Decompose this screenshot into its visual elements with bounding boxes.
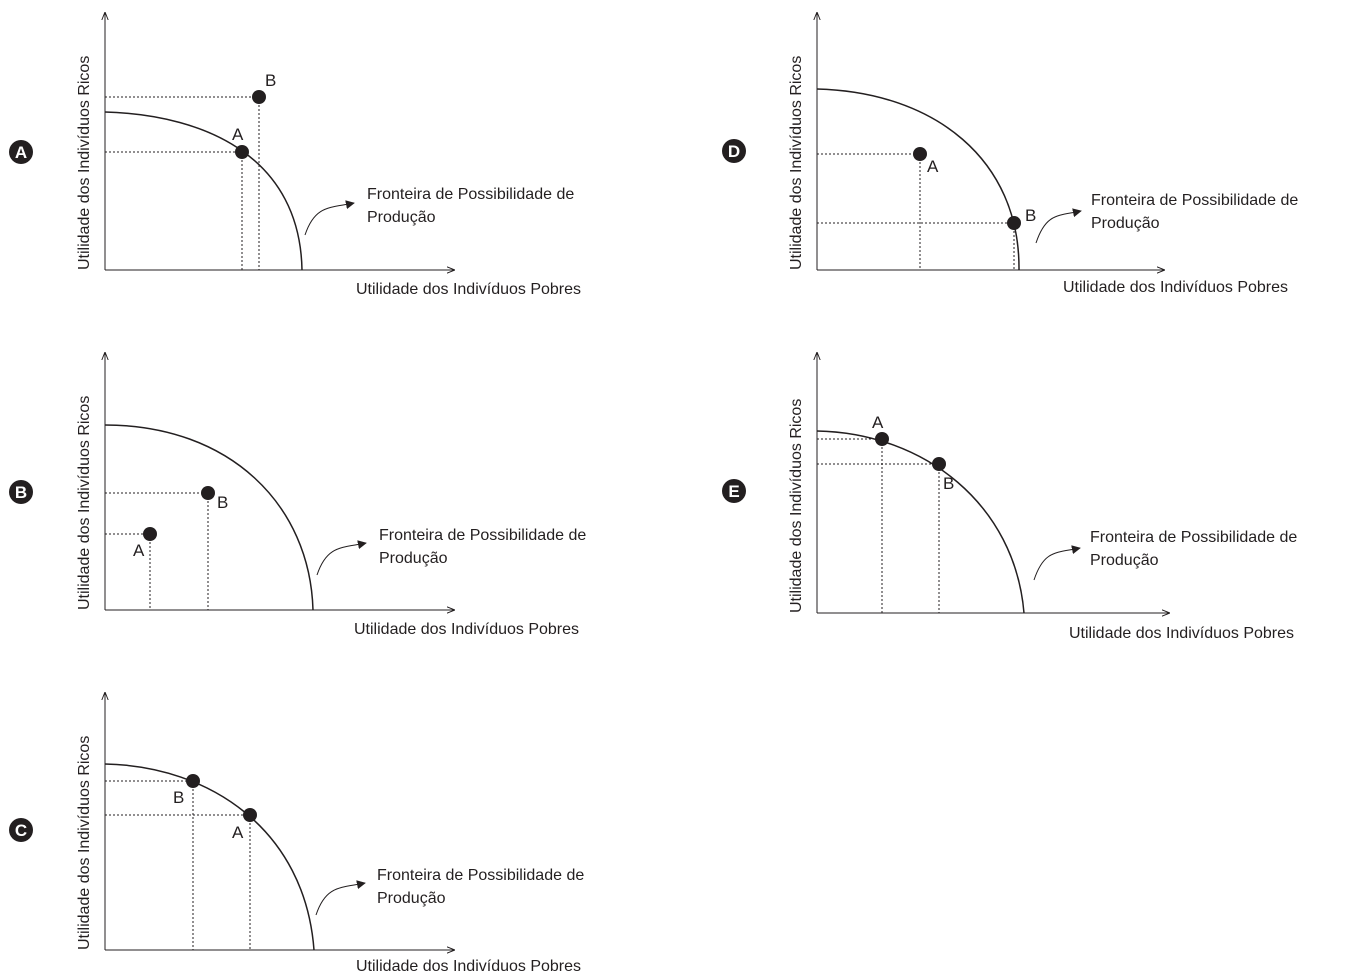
frontier-curve: [104, 763, 315, 951]
y-axis-label: Utilidade dos Indivíduos Ricos: [76, 736, 93, 950]
point-a-label: A: [872, 413, 884, 432]
point-b: [186, 774, 200, 788]
point-b: [201, 486, 215, 500]
frontier-label-line2: Produção: [1090, 552, 1159, 569]
frontier-callout-arrow: [1035, 208, 1082, 244]
panel-badge-b: B: [9, 480, 33, 504]
x-axis-label: Utilidade dos Indivíduos Pobres: [356, 281, 581, 298]
x-axis-label: Utilidade dos Indivíduos Pobres: [356, 958, 581, 974]
frontier-curve: [816, 88, 1020, 271]
frontier-callout-arrow: [1033, 545, 1081, 581]
frontier-curve: [104, 424, 314, 611]
point-a-label: A: [927, 157, 939, 176]
frontier-label-line1: Fronteira de Possibilidade de: [1091, 192, 1298, 209]
frontier-label-line2: Produção: [1091, 215, 1160, 232]
x-axis-label: Utilidade dos Indivíduos Pobres: [354, 621, 579, 638]
guide-lines: [105, 780, 251, 950]
frontier-curve: [816, 430, 1025, 614]
point-b-label: B: [1025, 206, 1036, 225]
panel-e: E Utilidade dos Indivíduos Ricos Utilida…: [722, 352, 1297, 642]
point-b-label: B: [217, 493, 228, 512]
guide-lines: [817, 438, 940, 613]
x-axis-label: Utilidade dos Indivíduos Pobres: [1063, 279, 1288, 296]
panel-badge-letter: E: [728, 482, 739, 501]
panel-badge-letter: A: [15, 143, 27, 162]
panel-badge-letter: B: [15, 483, 27, 502]
frontier-label-line1: Fronteira de Possibilidade de: [1090, 529, 1297, 546]
point-a: [875, 432, 889, 446]
frontier-label-line2: Produção: [367, 209, 436, 226]
frontier-callout-arrow: [316, 540, 367, 576]
point-a: [235, 145, 249, 159]
panel-badge-d: D: [722, 139, 746, 163]
y-axis-label: Utilidade dos Indivíduos Ricos: [788, 399, 805, 613]
y-axis-label: Utilidade dos Indivíduos Ricos: [788, 56, 805, 270]
point-b-label: B: [265, 71, 276, 90]
point-a-label: A: [232, 823, 244, 842]
y-axis-label: Utilidade dos Indivíduos Ricos: [76, 56, 93, 270]
panel-a: A Utilidade dos Indivíduos Ricos Utilida…: [9, 12, 581, 298]
frontier-label-line2: Produção: [379, 550, 448, 567]
frontier-callout-arrow: [304, 200, 355, 236]
panel-d: D Utilidade dos Indivíduos Ricos Utilida…: [722, 12, 1298, 296]
panel-badge-e: E: [722, 479, 746, 503]
panel-c: C Utilidade dos Indivíduos Ricos Utilida…: [9, 692, 584, 974]
guide-lines: [105, 96, 260, 270]
point-b: [932, 457, 946, 471]
y-axis-label: Utilidade dos Indivíduos Ricos: [76, 396, 93, 610]
point-a: [243, 808, 257, 822]
frontier-label-line1: Fronteira de Possibilidade de: [377, 867, 584, 884]
frontier-label-line1: Fronteira de Possibilidade de: [367, 186, 574, 203]
point-a: [913, 147, 927, 161]
frontier-curve: [104, 111, 303, 271]
panel-badge-letter: C: [15, 821, 27, 840]
point-a-label: A: [133, 541, 145, 560]
frontier-callout-arrow: [315, 880, 366, 916]
point-a-label: A: [232, 125, 244, 144]
x-axis-label: Utilidade dos Indivíduos Pobres: [1069, 625, 1294, 642]
point-b: [1007, 216, 1021, 230]
panel-badge-letter: D: [728, 142, 740, 161]
point-b-label: B: [173, 788, 184, 807]
point-b-label: B: [943, 474, 954, 493]
panel-badge-a: A: [9, 140, 33, 164]
frontier-label-line1: Fronteira de Possibilidade de: [379, 527, 586, 544]
point-a: [143, 527, 157, 541]
frontier-label-line2: Produção: [377, 890, 446, 907]
panel-b: B Utilidade dos Indivíduos Ricos Utilida…: [9, 352, 586, 638]
guide-lines: [817, 153, 1015, 270]
panel-badge-c: C: [9, 818, 33, 842]
guide-lines: [105, 492, 209, 610]
point-b: [252, 90, 266, 104]
